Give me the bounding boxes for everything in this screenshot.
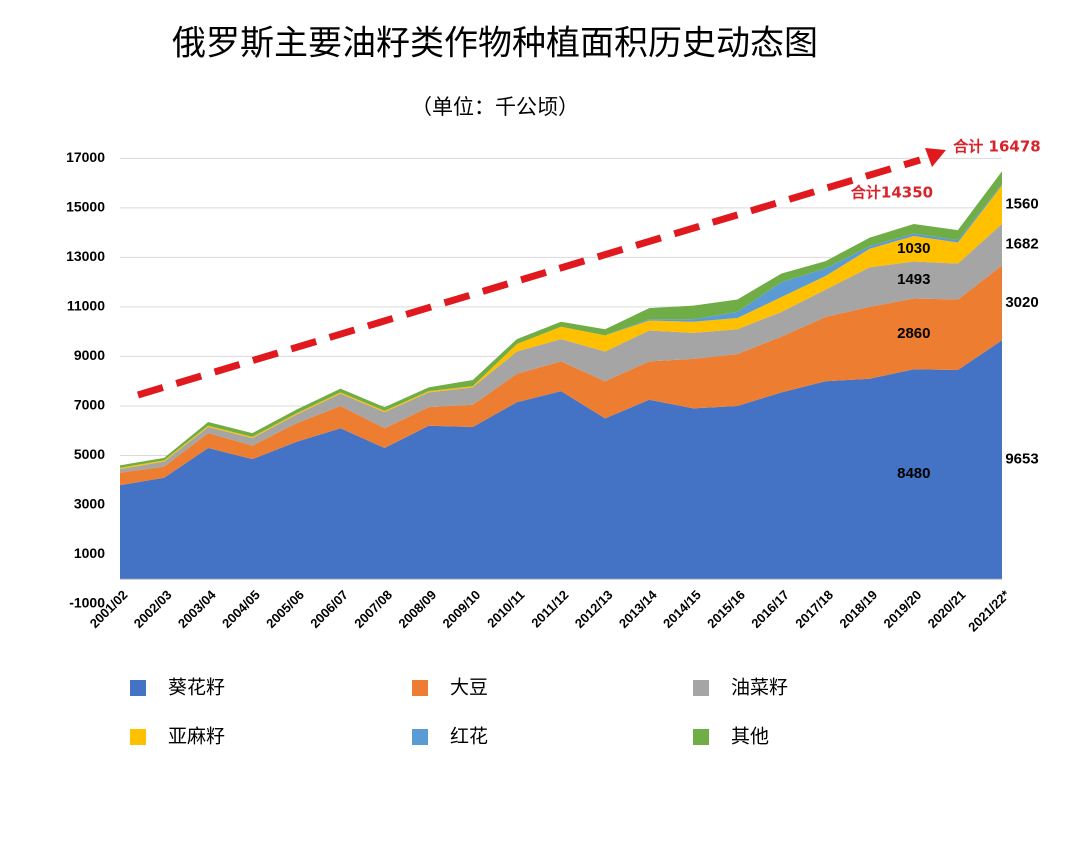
data-label: 1560 [1005, 196, 1038, 213]
data-label: 1493 [897, 271, 930, 288]
x-tick-label: 2010/11 [484, 587, 527, 630]
x-tick-label: 2009/10 [440, 587, 484, 631]
x-tick-label: 2011/12 [528, 587, 571, 630]
x-tick-label: 2017/18 [792, 587, 836, 631]
x-tick-label: 2015/16 [704, 587, 748, 631]
y-tick-label: 17000 [66, 149, 105, 165]
y-tick-label: 13000 [66, 248, 105, 264]
legend-swatch [412, 729, 428, 745]
x-tick-label: 2012/13 [572, 587, 616, 631]
legend-swatch [693, 729, 709, 745]
legend-label: 其他 [731, 726, 769, 748]
data-label: 9653 [1005, 451, 1038, 468]
y-tick-label: 1000 [74, 545, 105, 561]
x-tick-label: 2003/04 [175, 587, 219, 631]
y-tick-label: 7000 [74, 397, 105, 413]
x-tick-label: 2008/09 [395, 587, 439, 631]
x-tick-label: 2005/06 [263, 587, 307, 631]
x-tick-label: 2019/20 [881, 587, 925, 631]
x-tick-label: 2002/03 [131, 587, 175, 631]
annotation: 合计 16478 [952, 138, 1040, 156]
y-tick-label: -1000 [69, 595, 105, 611]
data-label: 8480 [897, 465, 930, 482]
area [120, 223, 1002, 473]
legend-label: 葵花籽 [168, 677, 225, 699]
legend-swatch [130, 729, 146, 745]
legend-label: 油菜籽 [731, 677, 788, 699]
x-tick-label: 2014/15 [660, 587, 704, 631]
legend-swatch [412, 680, 428, 696]
data-label: 1030 [897, 240, 930, 257]
legend-swatch [130, 680, 146, 696]
annotation: 合计14350 [850, 184, 933, 202]
y-tick-label: 5000 [74, 446, 105, 462]
legend-label: 大豆 [450, 677, 488, 699]
x-tick-label: 2021/22* [965, 587, 1013, 635]
y-tick-label: 11000 [67, 298, 105, 314]
trend-arrow [136, 156, 922, 399]
x-tick-label: 2007/08 [351, 587, 395, 631]
data-label: 3020 [1005, 294, 1038, 311]
data-label: 1682 [1005, 236, 1038, 253]
y-tick-label: 3000 [74, 496, 105, 512]
y-tick-label: 15000 [66, 199, 105, 215]
chart-title: 俄罗斯主要油籽类作物种植面积历史动态图 [172, 24, 818, 64]
area [120, 185, 1002, 470]
x-tick-label: 2004/05 [219, 587, 263, 631]
legend-swatch [693, 680, 709, 696]
area [120, 340, 1002, 580]
x-tick-label: 2006/07 [307, 587, 351, 631]
y-tick-label: 9000 [74, 347, 105, 363]
data-label: 2860 [897, 325, 930, 342]
legend-label: 红花 [450, 726, 488, 748]
x-tick-label: 2018/19 [836, 587, 880, 631]
x-tick-label: 2020/21 [925, 587, 969, 631]
chart-subtitle: （单位：千公顷） [411, 95, 579, 119]
arrow-head [925, 148, 946, 167]
x-tick-label: 2016/17 [748, 587, 792, 631]
x-tick-label: 2013/14 [616, 587, 660, 631]
legend-label: 亚麻籽 [168, 726, 225, 748]
area [120, 265, 1002, 486]
